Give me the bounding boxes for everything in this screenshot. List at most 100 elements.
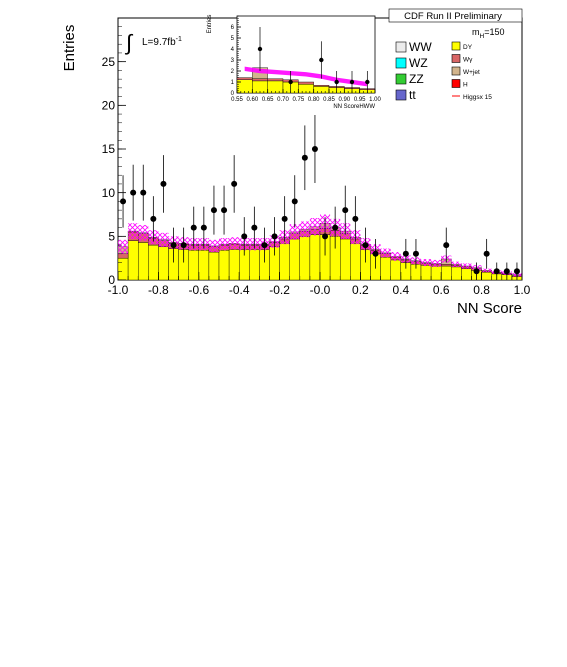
experiment-header-box bbox=[388, 8, 523, 23]
uncertainty-band-segment bbox=[431, 259, 442, 267]
data-point bbox=[140, 189, 147, 196]
uncertainty-band-segment bbox=[138, 224, 149, 241]
y-tick-label: 20 bbox=[102, 99, 116, 113]
stack-w-bar bbox=[252, 78, 268, 82]
data-point bbox=[261, 242, 268, 249]
inset-axes: 0.55 0.60 0.65 0.70 0.75 0.80 0.85 0.90 0.95 1.00… bbox=[231, 15, 381, 103]
x-tick-label: 0.55 bbox=[231, 97, 243, 103]
x-tick-label: 0.8 bbox=[473, 283, 490, 297]
legend-swatch bbox=[395, 41, 407, 53]
stack-dy-bar bbox=[340, 238, 351, 281]
legend-label: Wγ bbox=[463, 57, 473, 64]
data-point bbox=[402, 250, 409, 257]
x-tick-label: 0.80 bbox=[308, 97, 320, 103]
uncertainty-band-segment bbox=[451, 261, 462, 267]
stack-dy-bar bbox=[451, 266, 462, 281]
stack-dy-bar bbox=[441, 265, 452, 281]
inset-plot: 0.55 0.60 0.65 0.70 0.75 0.80 0.85 0.90 0.95 1.00… bbox=[207, 15, 381, 110]
y-tick-label: 6 bbox=[231, 25, 235, 31]
stack-w-bar bbox=[236, 77, 253, 80]
x-tick-label: -0.8 bbox=[148, 283, 169, 297]
stack-dy-bar bbox=[198, 250, 210, 281]
legend-label: tt bbox=[409, 88, 416, 102]
legend-swatch bbox=[451, 66, 461, 76]
x-tick-label: 1.0 bbox=[514, 283, 531, 297]
uncertainty-band-segment bbox=[390, 252, 401, 261]
uncertainty-band-segment bbox=[309, 217, 320, 236]
data-point bbox=[342, 207, 349, 214]
data-point bbox=[190, 224, 197, 231]
stack-dy-bar bbox=[420, 264, 432, 281]
x-tick-label: 1.00 bbox=[369, 97, 381, 103]
legend-right-column: DY Wγ W+jet H Higgsx 15 bbox=[451, 41, 492, 101]
x-tick-label: -1.0 bbox=[108, 283, 129, 297]
data-point bbox=[210, 207, 217, 214]
stack-dy-bar bbox=[289, 238, 301, 281]
uncertainty-band-segment bbox=[461, 263, 472, 269]
uncertainty-band-segment bbox=[158, 232, 169, 247]
data-point bbox=[221, 207, 228, 214]
data-point bbox=[180, 242, 187, 249]
data-point bbox=[334, 79, 339, 85]
x-tick-label: -0.2 bbox=[269, 283, 290, 297]
stack-dy-bar bbox=[208, 251, 220, 281]
x-tick-label: 0.85 bbox=[323, 97, 335, 103]
data-point bbox=[288, 79, 293, 85]
main-x-axis-title: NN Score bbox=[457, 300, 522, 317]
data-point bbox=[443, 242, 450, 249]
stack-dy-bar bbox=[188, 250, 199, 281]
data-point bbox=[241, 233, 248, 240]
legend-label: WZ bbox=[409, 56, 428, 70]
x-tick-label: -0.6 bbox=[188, 283, 209, 297]
y-tick-label: 4 bbox=[231, 47, 235, 53]
x-tick-label: 0.6 bbox=[433, 283, 450, 297]
stack-dy-bar bbox=[309, 234, 321, 281]
uncertainty-band-segment bbox=[128, 223, 139, 239]
mass-label: mH=150 bbox=[472, 27, 504, 40]
data-point bbox=[251, 224, 258, 231]
stack-dy-bar bbox=[127, 240, 139, 281]
y-tick-label: 25 bbox=[102, 55, 116, 69]
luminosity-label: L=9.7fb-1 bbox=[142, 36, 182, 48]
stack-w-bar bbox=[267, 78, 284, 82]
main-data-points bbox=[120, 114, 520, 280]
data-point bbox=[412, 250, 419, 257]
y-tick-label: 5 bbox=[231, 36, 235, 42]
stack-dy-bar bbox=[158, 246, 169, 281]
data-point bbox=[281, 215, 288, 222]
data-point bbox=[120, 198, 127, 205]
x-tick-label: 0.2 bbox=[352, 283, 369, 297]
stack-dy-bar bbox=[218, 250, 230, 281]
y-tick-label: 2 bbox=[231, 69, 235, 75]
data-point bbox=[170, 242, 177, 249]
data-point bbox=[503, 268, 510, 275]
data-point bbox=[493, 268, 500, 275]
legend-panel: CDF Run II Preliminary mH=150 WW WZ ZZ tt D… bbox=[388, 8, 523, 102]
data-point bbox=[311, 146, 318, 152]
stack-w-bar bbox=[313, 85, 330, 87]
uncertainty-band-segment bbox=[118, 239, 129, 254]
stack-dy-bar bbox=[430, 265, 442, 281]
data-point bbox=[200, 224, 207, 231]
stack-dy-bar bbox=[390, 259, 402, 281]
data-point bbox=[319, 57, 324, 63]
x-tick-label: 0.90 bbox=[338, 97, 350, 103]
x-tick-label: 0.65 bbox=[262, 97, 274, 103]
data-point bbox=[301, 154, 308, 161]
legend-swatch bbox=[395, 89, 407, 101]
data-point bbox=[257, 46, 263, 52]
x-tick-label: 0.70 bbox=[277, 97, 289, 103]
x-tick-label: 0.75 bbox=[292, 97, 304, 103]
y-tick-label: 3 bbox=[231, 58, 235, 64]
legend-left-column: WW WZ ZZ tt bbox=[395, 40, 432, 102]
legend-swatch bbox=[395, 73, 407, 85]
x-tick-label: 0.95 bbox=[354, 97, 366, 103]
stack-dy-bar bbox=[249, 249, 260, 281]
legend-swatch bbox=[451, 79, 461, 88]
legend-label: H bbox=[463, 82, 468, 89]
uncertainty-band-segment bbox=[229, 237, 240, 250]
data-point bbox=[322, 233, 329, 240]
data-point bbox=[130, 189, 137, 196]
inset-data-points bbox=[257, 27, 370, 93]
y-tick-label: 0 bbox=[108, 273, 115, 287]
